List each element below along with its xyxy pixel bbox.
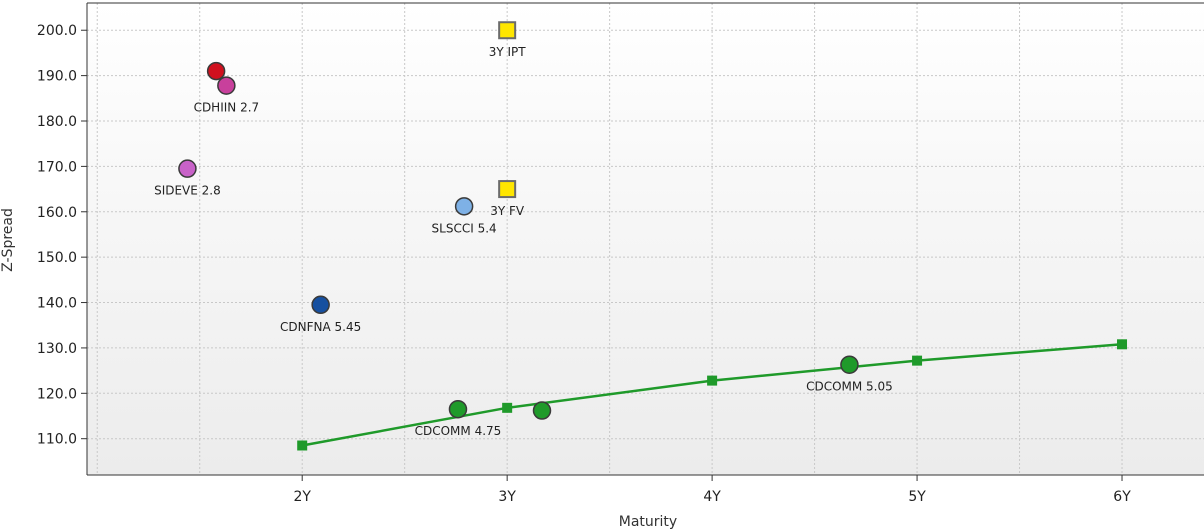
point-label: CDNFNA 5.45 [280, 320, 361, 334]
x-tick-label: 3Y [498, 489, 516, 505]
y-tick-label: 170.0 [37, 159, 77, 175]
y-tick-label: 110.0 [37, 432, 77, 448]
curve-marker [297, 440, 308, 451]
y-tick-label: 180.0 [37, 114, 77, 130]
circle-marker [311, 295, 330, 315]
curve-marker [1117, 339, 1128, 350]
curve-marker [502, 402, 513, 413]
x-axis-title: Maturity [619, 514, 677, 530]
x-tick-label: 6Y [1113, 489, 1131, 505]
y-tick-label: 160.0 [37, 205, 77, 221]
point-label: CDCOMM 5.05 [806, 380, 893, 394]
circle-marker [840, 355, 859, 374]
y-tick-label: 150.0 [37, 250, 77, 266]
axes [86, 2, 1204, 476]
circle-marker [454, 197, 474, 216]
circle-marker [448, 399, 468, 419]
gridlines [87, 3, 1204, 475]
x-tick-label: 2Y [293, 489, 311, 505]
point-label: SIDEVE 2.8 [154, 184, 221, 198]
y-axis-title: Z-Spread [0, 208, 16, 272]
circle-marker [217, 76, 236, 95]
scatter-points [178, 21, 859, 420]
square-marker [498, 180, 517, 199]
circle-marker [206, 61, 226, 81]
point-label: 3Y IPT [489, 45, 527, 59]
x-tick-label: 5Y [908, 489, 926, 505]
curve-marker [912, 355, 923, 366]
square-marker [498, 21, 517, 40]
point-labels: CDHIIN 2.7 SIDEVE 2.8 SLSCCI 5.4 CDNFNA 5.4… [154, 45, 893, 438]
y-tick-label: 190.0 [37, 69, 77, 85]
y-tick-label: 140.0 [37, 296, 77, 312]
y-tick-label: 120.0 [37, 386, 77, 402]
y-tick-label: 130.0 [37, 341, 77, 357]
circle-marker [532, 401, 552, 420]
point-label: SLSCCI 5.4 [432, 221, 497, 235]
x-tick-label: 4Y [703, 489, 721, 505]
curve-series [297, 339, 1128, 451]
tick-labels: 110.0 120.0 130.0 140.0 150.0 160.0 170.0 180.0… [37, 23, 1131, 505]
point-label: CDCOMM 4.75 [415, 424, 502, 438]
circle-marker [178, 159, 197, 178]
curve-marker [707, 375, 718, 386]
point-label: 3Y FV [490, 204, 525, 218]
plot-area [87, 3, 1204, 475]
y-tick-label: 200.0 [37, 23, 77, 39]
point-label: CDHIIN 2.7 [194, 101, 260, 115]
